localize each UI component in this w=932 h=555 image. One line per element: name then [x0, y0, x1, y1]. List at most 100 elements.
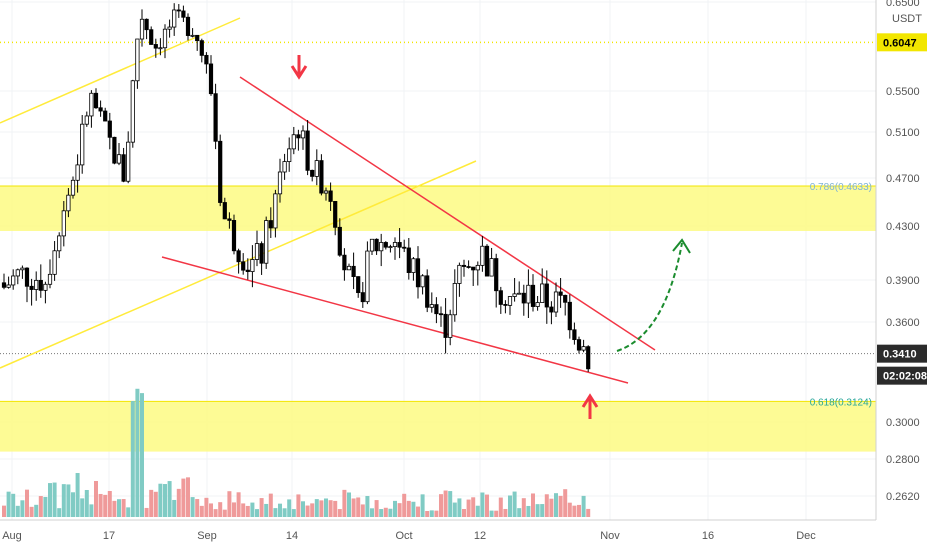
volume-bar [411, 501, 416, 517]
time-tick-label: Nov [600, 530, 620, 542]
time-tick-label: Aug [2, 530, 22, 542]
candle-body [268, 220, 273, 229]
candle-body [530, 284, 536, 307]
candle-body [383, 242, 388, 248]
projection-arrow-icon [616, 238, 691, 352]
volume-bar [319, 500, 324, 517]
volume-bar [420, 494, 425, 517]
price-badges: 0.6047 0.3410 02:02:08 [877, 33, 927, 385]
volume-bar [264, 503, 269, 517]
candle-body [264, 220, 269, 264]
candle-body [507, 296, 513, 306]
candle-body [296, 134, 301, 139]
volume-bar [176, 488, 181, 517]
volume-bar [360, 504, 365, 517]
volume-bar [34, 504, 39, 517]
candle-body [457, 264, 462, 284]
volume-bar [2, 505, 6, 517]
candle-body [149, 29, 154, 45]
price-tick-label: 0.5500 [886, 86, 920, 98]
volume-bar [204, 497, 209, 517]
volume-bar [333, 500, 338, 517]
volume-bar [222, 509, 227, 517]
volume-bar [255, 509, 259, 517]
level-badge: 0.6047 [883, 37, 917, 49]
candle-body [503, 304, 508, 306]
fib-label-1: 0.618(0.3124) [810, 397, 872, 408]
volume-bar [268, 493, 273, 517]
candle-body [103, 110, 108, 122]
volume-bar [508, 495, 512, 517]
candles [1, 3, 591, 373]
volume-bar [259, 498, 264, 517]
volume-bar [135, 388, 140, 517]
candle-body [337, 226, 342, 256]
candle-body [199, 40, 204, 56]
candle-body [254, 243, 260, 260]
candle-body [185, 16, 191, 36]
fib-label-0: 0.786(0.4633) [810, 182, 872, 193]
volume-bar [512, 491, 517, 517]
volume-bar [425, 510, 430, 517]
time-axis: Aug 17 Sep 14 Oct 12 Nov 16 Dec [0, 519, 932, 550]
candle-body [420, 275, 425, 288]
time-axis-bg [0, 520, 932, 550]
candle-body [484, 245, 490, 277]
volume-bar [517, 508, 522, 517]
candle-body [328, 190, 333, 202]
candle-body [6, 284, 11, 288]
projection-arrow-path [616, 242, 683, 352]
volume-bar [462, 508, 466, 517]
volume-bar [89, 504, 94, 517]
volume-bar [554, 493, 558, 517]
volume-bar [57, 508, 62, 517]
highlight-zones [0, 41, 876, 452]
volume-bar [365, 496, 370, 517]
candle-body [466, 266, 471, 268]
candle-body [443, 313, 448, 338]
candle-body [291, 134, 296, 150]
volume-bar [443, 490, 448, 517]
candle-body [172, 9, 177, 28]
candle-body [52, 250, 57, 275]
candle-body [38, 279, 43, 291]
volume-bar [112, 500, 117, 517]
candle-body [98, 107, 103, 112]
candle-body [512, 293, 517, 297]
volume-bar [342, 489, 347, 517]
candle-body [222, 202, 227, 220]
volume-bar [429, 510, 434, 517]
volume-bar [494, 510, 499, 517]
wedge-upper-line [239, 76, 656, 351]
candle-body [107, 120, 112, 138]
candle-body [236, 250, 241, 263]
volume-bar [328, 500, 333, 517]
price-axis-bg [876, 0, 932, 520]
volume-bar [581, 495, 586, 517]
volume-bar [140, 393, 144, 517]
countdown-badge: 02:02:08 [883, 371, 927, 383]
candle-body [521, 292, 526, 304]
candle-body [333, 201, 338, 228]
volume-bar [393, 500, 397, 517]
channel-upper [0, 17, 241, 124]
volume-bar [209, 503, 213, 517]
time-tick-label: 14 [286, 530, 298, 542]
candle-body [379, 242, 384, 252]
candle-body [365, 250, 370, 303]
price-tick-label: 0.4300 [886, 221, 920, 233]
volume-bar [80, 498, 85, 517]
up-arrow-head [581, 393, 599, 408]
volume-bar [503, 508, 508, 517]
volume-bar [153, 491, 158, 517]
candle-body [84, 115, 89, 125]
volume-bar [149, 489, 154, 517]
volume-bar [558, 495, 563, 517]
volume-bar [383, 507, 388, 517]
volume-bar [388, 508, 393, 517]
candle-body [438, 313, 444, 316]
volume-bar [406, 500, 411, 517]
candle-body [89, 92, 94, 117]
candle-body [392, 242, 398, 248]
